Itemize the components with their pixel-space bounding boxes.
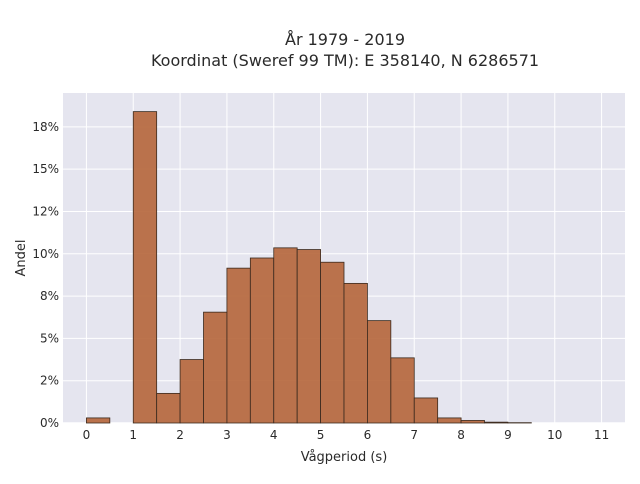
- y-tick-label: 15%: [32, 162, 59, 176]
- histogram-bar: [250, 258, 273, 423]
- x-tick-label: 5: [317, 428, 325, 442]
- histogram-bar: [391, 358, 414, 423]
- x-tick-label: 0: [83, 428, 91, 442]
- histogram-bar: [344, 283, 367, 423]
- x-tick-label: 3: [223, 428, 231, 442]
- y-tick-label: 0%: [40, 416, 59, 430]
- histogram-bar: [321, 262, 344, 423]
- x-axis-title: Vågperiod (s): [301, 450, 388, 465]
- chart-title-line-1: År 1979 - 2019: [285, 30, 405, 49]
- histogram-bar: [274, 248, 297, 423]
- x-tick-label: 6: [364, 428, 372, 442]
- histogram-bar: [157, 393, 180, 423]
- chart-title-line-2: Koordinat (Sweref 99 TM): E 358140, N 62…: [151, 51, 539, 70]
- y-tick-label: 10%: [32, 247, 59, 261]
- histogram-bar: [204, 312, 227, 423]
- x-tick-label: 1: [129, 428, 137, 442]
- histogram-bar: [485, 422, 508, 423]
- x-tick-label: 8: [457, 428, 465, 442]
- y-tick-label: 12%: [32, 204, 59, 218]
- x-tick-label: 10: [547, 428, 562, 442]
- histogram-bar: [227, 268, 250, 423]
- y-tick-labels: 0% 2% 5% 8% 10% 12% 15% 18%: [32, 120, 59, 430]
- histogram-bar: [461, 420, 484, 423]
- x-tick-label: 11: [594, 428, 609, 442]
- x-tick-label: 2: [176, 428, 184, 442]
- histogram-bar: [414, 398, 437, 423]
- y-tick-label: 8%: [40, 289, 59, 303]
- histogram-bar: [297, 250, 320, 423]
- histogram-bar: [86, 418, 109, 423]
- y-tick-label: 18%: [32, 120, 59, 134]
- y-axis-title: Andel: [14, 240, 29, 277]
- x-tick-label: 9: [504, 428, 512, 442]
- x-tick-label: 7: [410, 428, 418, 442]
- histogram-bar: [133, 112, 156, 423]
- y-tick-label: 2%: [40, 374, 59, 388]
- x-tick-label: 4: [270, 428, 278, 442]
- histogram-bar: [367, 321, 390, 423]
- histogram-bar: [180, 360, 203, 423]
- x-tick-labels: 0 1 2 3 4 5 6 7 8 9 10 11: [83, 428, 610, 442]
- y-tick-label: 5%: [40, 331, 59, 345]
- histogram-bar: [438, 418, 461, 423]
